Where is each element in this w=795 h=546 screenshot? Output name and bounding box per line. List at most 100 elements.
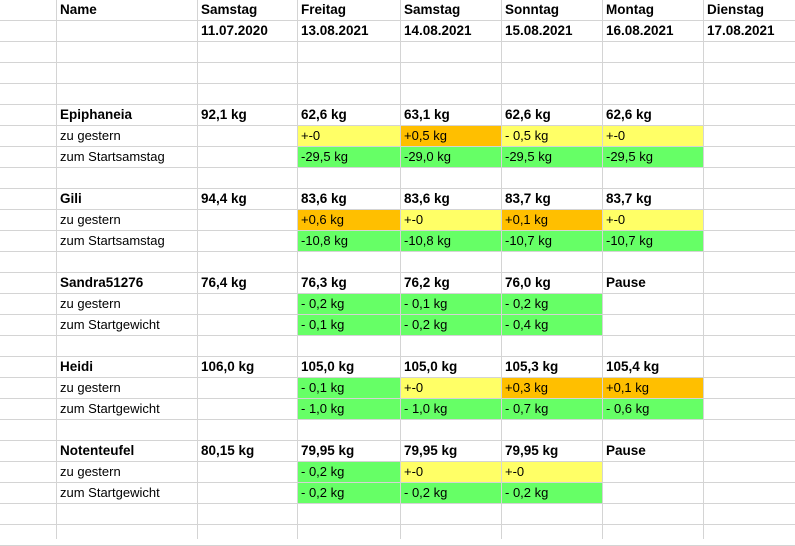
diff-yesterday-cell[interactable] (603, 294, 703, 314)
diff-start-cell[interactable]: - 0,7 kg (502, 399, 602, 419)
diff-start-cell[interactable]: - 0,2 kg (298, 483, 400, 503)
weight-cell[interactable] (704, 357, 795, 377)
weight-cell[interactable] (704, 441, 795, 461)
diff-start-cell[interactable]: -10,8 kg (401, 231, 501, 251)
weight-cell[interactable]: 105,3 kg (505, 359, 559, 374)
header-weekday-cell[interactable]: Freitag (301, 2, 347, 17)
person-name-cell[interactable]: Epiphaneia (60, 107, 133, 122)
weight-cell[interactable]: 79,95 kg (505, 443, 559, 458)
diff-yesterday-cell[interactable] (704, 210, 795, 230)
diff-yesterday-cell[interactable]: - 0,2 kg (502, 294, 602, 314)
person-name-cell[interactable]: Notenteufel (60, 443, 135, 458)
diff-yesterday-cell[interactable]: - 0,2 kg (298, 462, 400, 482)
diff-start-cell[interactable] (704, 315, 795, 335)
weight-cell[interactable]: Pause (606, 443, 646, 458)
header-name-cell[interactable]: Name (60, 2, 97, 17)
diff-start-cell[interactable]: -29,0 kg (401, 147, 501, 167)
diff-start-cell[interactable] (198, 231, 297, 251)
diff-start-cell[interactable]: - 0,2 kg (401, 483, 501, 503)
weight-cell[interactable]: 106,0 kg (201, 359, 255, 374)
weight-cell[interactable]: 79,95 kg (404, 443, 458, 458)
weight-cell[interactable]: 105,0 kg (404, 359, 458, 374)
header-weekday-cell[interactable]: Samstag (404, 2, 461, 17)
weight-cell[interactable] (704, 105, 795, 125)
diff-yesterday-cell[interactable] (704, 378, 795, 398)
weight-cell[interactable] (704, 189, 795, 209)
weight-cell[interactable]: 83,6 kg (301, 191, 347, 206)
person-name-cell[interactable]: Heidi (60, 359, 94, 374)
diff-start-cell[interactable] (198, 483, 297, 503)
weight-cell[interactable]: 94,4 kg (201, 191, 247, 206)
weight-cell[interactable]: 62,6 kg (606, 107, 652, 122)
diff-yesterday-cell[interactable]: +-0 (603, 126, 703, 146)
diff-start-cell[interactable]: - 0,1 kg (298, 315, 400, 335)
diff-start-cell[interactable]: - 1,0 kg (401, 399, 501, 419)
diff-start-cell[interactable]: - 0,6 kg (603, 399, 703, 419)
diff-yesterday-cell[interactable] (704, 294, 795, 314)
weight-cell[interactable]: 83,7 kg (606, 191, 652, 206)
row-label-zu-gestern[interactable]: zu gestern (60, 380, 121, 395)
weight-cell[interactable]: 76,3 kg (301, 275, 347, 290)
diff-yesterday-cell[interactable] (198, 294, 297, 314)
diff-start-cell[interactable]: -29,5 kg (502, 147, 602, 167)
header-date-cell[interactable]: 11.07.2020 (201, 23, 268, 38)
diff-start-cell[interactable]: -29,5 kg (298, 147, 400, 167)
diff-yesterday-cell[interactable] (704, 462, 795, 482)
diff-yesterday-cell[interactable]: +-0 (401, 210, 501, 230)
diff-start-cell[interactable] (704, 147, 795, 167)
weight-cell[interactable]: 62,6 kg (301, 107, 347, 122)
person-name-cell[interactable]: Gili (60, 191, 82, 206)
diff-start-cell[interactable]: -29,5 kg (603, 147, 703, 167)
weight-cell[interactable]: 92,1 kg (201, 107, 247, 122)
diff-start-cell[interactable] (603, 315, 703, 335)
diff-yesterday-cell[interactable]: +-0 (603, 210, 703, 230)
diff-yesterday-cell[interactable]: - 0,2 kg (298, 294, 400, 314)
weight-cell[interactable] (704, 273, 795, 293)
diff-start-cell[interactable]: -10,8 kg (298, 231, 400, 251)
row-label-start[interactable]: zum Startgewicht (60, 317, 160, 332)
diff-yesterday-cell[interactable] (198, 378, 297, 398)
diff-yesterday-cell[interactable]: +0,1 kg (502, 210, 602, 230)
diff-yesterday-cell[interactable] (704, 126, 795, 146)
diff-yesterday-cell[interactable]: +0,5 kg (401, 126, 501, 146)
weight-cell[interactable]: 79,95 kg (301, 443, 355, 458)
weight-cell[interactable]: 80,15 kg (201, 443, 255, 458)
row-label-start[interactable]: zum Startsamstag (60, 149, 165, 164)
header-weekday-cell[interactable]: Montag (606, 2, 654, 17)
weight-cell[interactable]: 62,6 kg (505, 107, 551, 122)
weight-cell[interactable]: 83,7 kg (505, 191, 551, 206)
diff-yesterday-cell[interactable]: - 0,1 kg (298, 378, 400, 398)
header-date-cell[interactable]: 17.08.2021 (707, 23, 775, 38)
weight-cell[interactable]: 105,4 kg (606, 359, 660, 374)
diff-yesterday-cell[interactable]: - 0,1 kg (401, 294, 501, 314)
row-label-zu-gestern[interactable]: zu gestern (60, 212, 121, 227)
weight-cell[interactable]: 105,0 kg (301, 359, 355, 374)
diff-start-cell[interactable] (198, 147, 297, 167)
diff-start-cell[interactable]: - 0,2 kg (401, 315, 501, 335)
diff-yesterday-cell[interactable]: +0,3 kg (502, 378, 602, 398)
diff-start-cell[interactable] (198, 315, 297, 335)
weight-cell[interactable]: 63,1 kg (404, 107, 450, 122)
diff-start-cell[interactable]: -10,7 kg (502, 231, 602, 251)
diff-start-cell[interactable] (704, 483, 795, 503)
diff-yesterday-cell[interactable] (198, 126, 297, 146)
header-weekday-cell[interactable]: Sonntag (505, 2, 559, 17)
row-label-start[interactable]: zum Startsamstag (60, 233, 165, 248)
header-date-cell[interactable]: 16.08.2021 (606, 23, 674, 38)
header-date-cell[interactable]: 13.08.2021 (301, 23, 369, 38)
diff-yesterday-cell[interactable]: +0,6 kg (298, 210, 400, 230)
diff-yesterday-cell[interactable] (603, 462, 703, 482)
diff-yesterday-cell[interactable]: +0,1 kg (603, 378, 703, 398)
row-label-start[interactable]: zum Startgewicht (60, 401, 160, 416)
person-name-cell[interactable]: Sandra51276 (60, 275, 144, 290)
header-weekday-cell[interactable]: Dienstag (707, 2, 765, 17)
diff-yesterday-cell[interactable]: +-0 (401, 462, 501, 482)
diff-yesterday-cell[interactable] (198, 210, 297, 230)
diff-start-cell[interactable]: -10,7 kg (603, 231, 703, 251)
diff-yesterday-cell[interactable]: +-0 (298, 126, 400, 146)
header-date-cell[interactable]: 15.08.2021 (505, 23, 573, 38)
weight-cell[interactable]: 83,6 kg (404, 191, 450, 206)
row-label-zu-gestern[interactable]: zu gestern (60, 128, 121, 143)
diff-start-cell[interactable] (704, 231, 795, 251)
